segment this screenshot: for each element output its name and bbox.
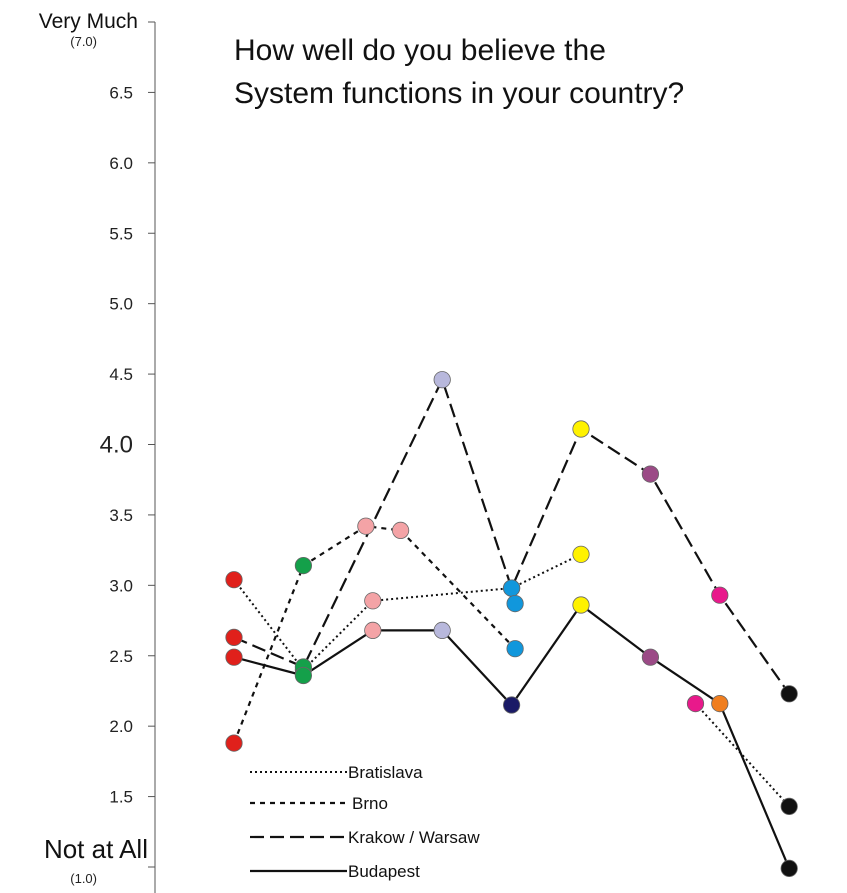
legend-label: Brno [352, 794, 388, 813]
y-tick-label: 6.0 [109, 154, 133, 173]
y-tick-label: 3.0 [109, 576, 133, 595]
legend-label: Bratislava [348, 763, 423, 782]
y-tick-label: 2.0 [109, 717, 133, 736]
y-axis-bottom-label: Not at All [44, 834, 148, 864]
y-axis-top-label: Very Much [39, 10, 138, 33]
data-point [711, 586, 729, 604]
data-point [294, 556, 312, 575]
series-line [233, 376, 791, 695]
data-point [572, 420, 590, 438]
y-tick-label: 5.0 [109, 295, 133, 314]
data-point [294, 666, 312, 685]
series-lines [232, 376, 791, 869]
data-point [641, 648, 660, 666]
y-axis: Very Much (7.0) Not at All (1.0) 1.5 2.0 2… [39, 10, 156, 893]
series-line [694, 702, 790, 808]
data-point [641, 465, 660, 483]
chart-title-line-2: System functions in your country? [234, 77, 684, 110]
data-point [225, 571, 243, 589]
data-point [506, 640, 524, 658]
data-point [780, 797, 798, 816]
series-points [225, 371, 798, 878]
data-point [433, 371, 451, 389]
y-tick-label: 2.5 [109, 647, 133, 666]
data-point [572, 596, 590, 614]
data-point [780, 685, 798, 703]
data-point [433, 621, 451, 640]
data-point [357, 517, 375, 535]
chart-title-line-1: How well do you believe the [234, 34, 606, 67]
data-point [780, 859, 798, 878]
data-point [364, 592, 382, 610]
data-point [502, 696, 521, 714]
legend-label: Budapest [348, 862, 420, 881]
legend-label: Krakow / Warsaw [348, 828, 480, 847]
data-point [711, 694, 729, 713]
data-point [225, 734, 243, 752]
y-axis-bottom-sublabel: (1.0) [70, 871, 97, 886]
data-point [686, 694, 705, 713]
y-tick-label: 4.0 [100, 432, 133, 459]
data-point [391, 521, 410, 540]
y-tick-label: 6.5 [109, 83, 133, 102]
legend: Bratislava Brno Krakow / Warsaw Budapest [250, 763, 480, 881]
data-point [225, 628, 243, 647]
y-tick-label: 4.5 [109, 365, 133, 384]
data-point [506, 594, 524, 613]
y-tick-label: 3.5 [109, 506, 133, 525]
y-tick-label: 1.5 [109, 788, 133, 807]
data-point [225, 648, 243, 666]
data-point [364, 621, 382, 640]
chart-title: How well do you believe the System funct… [234, 34, 684, 110]
data-point [502, 579, 521, 597]
y-axis-top-sublabel: (7.0) [70, 34, 97, 49]
data-point [572, 545, 590, 563]
y-tick-label: 5.5 [109, 224, 133, 243]
